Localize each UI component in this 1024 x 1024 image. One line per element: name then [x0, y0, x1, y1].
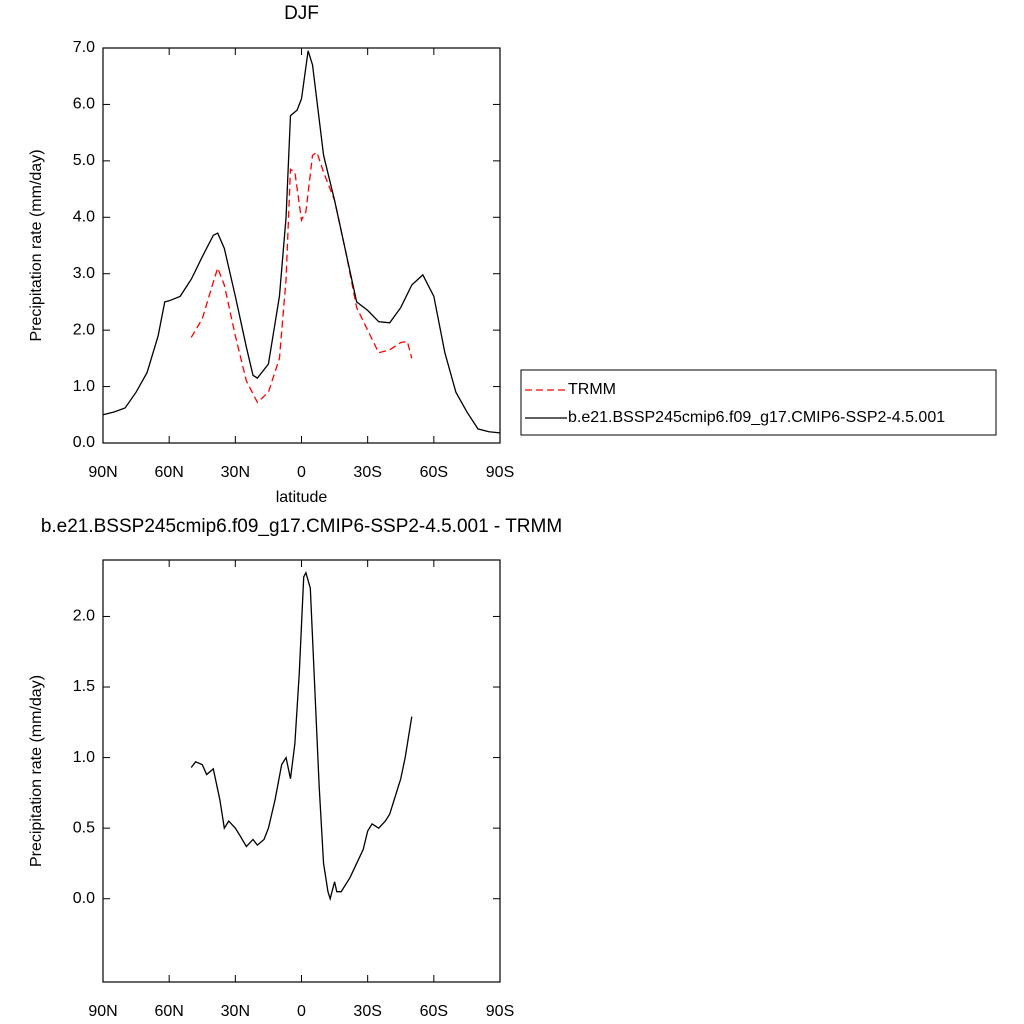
x-tick-label: 30S	[353, 464, 381, 481]
x-tick-label: 30S	[353, 1003, 381, 1020]
y-tick-label: 1.5	[73, 678, 95, 695]
y-tick-label: 0.0	[73, 890, 95, 907]
x-tick-label: 60N	[154, 464, 183, 481]
y-tick-label: 2.0	[73, 608, 95, 625]
x-axis-label: latitude	[276, 489, 328, 506]
legend-box	[520, 369, 997, 436]
y-tick-label: 1.0	[73, 749, 95, 766]
x-tick-label: 60S	[420, 1003, 448, 1020]
legend-label: TRMM	[568, 381, 616, 398]
y-tick-label: 0.0	[73, 434, 95, 451]
y-tick-label: 2.0	[73, 321, 95, 338]
x-tick-label: 90S	[486, 464, 514, 481]
plot-frame	[102, 47, 501, 444]
x-tick-label: 30N	[221, 1003, 250, 1020]
y-tick-label: 6.0	[73, 96, 95, 113]
y-tick-label: 1.0	[73, 378, 95, 395]
data-line	[102, 50, 501, 434]
x-tick-label: 90S	[486, 1003, 514, 1020]
y-tick-label: 3.0	[73, 265, 95, 282]
y-tick-label: 4.0	[73, 209, 95, 226]
data-line	[190, 570, 413, 902]
x-tick-label: 60S	[420, 464, 448, 481]
chart-title: DJF	[284, 3, 319, 24]
y-axis-label: Precipitation rate (mm/day)	[28, 675, 45, 867]
legend-label: b.e21.BSSP245cmip6.f09_g17.CMIP6-SSP2-4.…	[568, 409, 945, 426]
x-tick-label: 60N	[154, 1003, 183, 1020]
x-tick-label: 30N	[221, 464, 250, 481]
y-tick-label: 0.5	[73, 819, 95, 836]
x-tick-label: 90N	[88, 464, 117, 481]
x-tick-label: 0	[297, 1003, 306, 1020]
x-tick-label: 90N	[88, 1003, 117, 1020]
y-tick-label: 5.0	[73, 152, 95, 169]
data-line	[190, 151, 413, 404]
y-axis-label: Precipitation rate (mm/day)	[28, 149, 45, 341]
y-tick-label: 7.0	[73, 39, 95, 56]
chart-title: b.e21.BSSP245cmip6.f09_g17.CMIP6-SSP2-4.…	[41, 516, 562, 537]
x-tick-label: 0	[297, 464, 306, 481]
